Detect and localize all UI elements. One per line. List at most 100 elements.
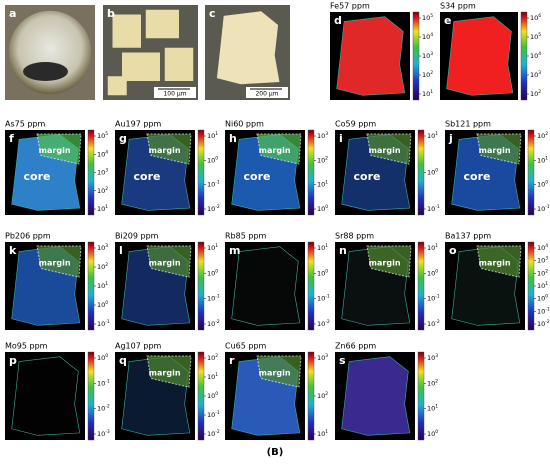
element-label: Ba137 ppm xyxy=(445,232,491,241)
element-label: Bi209 ppm xyxy=(115,232,159,241)
colorbar-tick-label: 101 xyxy=(207,243,218,253)
colorbar-tick-label: 101 xyxy=(207,372,218,382)
element-label: Ag107 ppm xyxy=(115,342,162,351)
colorbar-tick-label: 10-2 xyxy=(537,319,550,329)
tick-base: 10 xyxy=(427,269,435,277)
element-label: Sb121 ppm xyxy=(445,120,491,129)
colorbar-tick-label: 10-2 xyxy=(207,319,220,329)
colorbar-tick-label: 104 xyxy=(537,243,548,253)
zone-label: core xyxy=(24,170,51,183)
colorbar-tick-label: 101 xyxy=(427,131,438,141)
colorbar-tick-label: 101 xyxy=(97,204,108,214)
sample-dish xyxy=(8,10,92,95)
tick-base: 10 xyxy=(97,205,105,213)
tick-exponent: 2 xyxy=(215,353,218,359)
colorbar-tick-label: 102 xyxy=(317,155,328,165)
colorbar xyxy=(417,351,425,441)
colorbar xyxy=(307,129,315,216)
tick-exponent: -1 xyxy=(325,293,330,299)
element-label: Co59 ppm xyxy=(335,120,376,129)
tick-exponent: 0 xyxy=(215,155,218,161)
colorbar-tick-label: 103 xyxy=(530,70,541,80)
tick-base: 10 xyxy=(537,181,545,189)
colorbar-tick-label: 100 xyxy=(207,268,218,278)
tick-base: 10 xyxy=(537,244,545,252)
zone-label: margin xyxy=(479,259,511,268)
colorbar-tick-label: 102 xyxy=(97,185,108,195)
tick-base: 10 xyxy=(530,33,538,41)
tick-exponent: 4 xyxy=(545,243,548,249)
tick-base: 10 xyxy=(537,295,545,303)
tick-base: 10 xyxy=(97,379,105,387)
tick-base: 10 xyxy=(317,181,325,189)
tick-base: 10 xyxy=(422,52,430,60)
colorbar-tick-label: 101 xyxy=(422,89,433,99)
scale-label: 100 µm xyxy=(163,91,186,98)
colorbar-tick-label: 100 xyxy=(537,293,548,303)
colorbar-tick-label: 10-1 xyxy=(537,306,550,316)
tick-exponent: 1 xyxy=(545,155,548,161)
tick-exponent: 1 xyxy=(435,403,438,409)
grain xyxy=(145,9,179,39)
margin-zone xyxy=(476,245,522,278)
tick-exponent: 3 xyxy=(105,243,108,249)
tick-base: 10 xyxy=(427,405,435,413)
tick-exponent: 1 xyxy=(105,204,108,210)
tick-base: 10 xyxy=(207,430,215,438)
colorbar-tick-label: 10-1 xyxy=(317,293,330,303)
tick-base: 10 xyxy=(530,71,538,79)
tick-exponent: -2 xyxy=(215,429,220,435)
colorbar-tick-label: 102 xyxy=(427,378,438,388)
tick-exponent: 2 xyxy=(545,268,548,274)
element-label: Pb206 ppm xyxy=(5,232,51,241)
tick-base: 10 xyxy=(537,307,545,315)
grain-map xyxy=(231,246,301,326)
colorbar-tick-label: 101 xyxy=(537,281,548,291)
tick-base: 10 xyxy=(537,257,545,265)
tick-base: 10 xyxy=(317,320,325,328)
tick-exponent: -1 xyxy=(435,293,440,299)
tick-exponent: -2 xyxy=(215,204,220,210)
panel-letter: b xyxy=(107,7,115,20)
colorbar xyxy=(417,129,425,216)
tick-exponent: 0 xyxy=(545,179,548,185)
tick-exponent: 2 xyxy=(105,262,108,268)
tick-exponent: -1 xyxy=(105,319,110,325)
scale-label: 200 µm xyxy=(255,91,278,98)
tick-base: 10 xyxy=(207,320,215,328)
tick-exponent: 0 xyxy=(105,353,108,359)
tick-base: 10 xyxy=(317,269,325,277)
tick-base: 10 xyxy=(317,354,325,362)
element-label: Ni60 ppm xyxy=(225,120,264,129)
caption: (B) xyxy=(267,447,284,458)
margin-zone xyxy=(256,355,302,388)
tick-exponent: 0 xyxy=(545,293,548,299)
colorbar-tick-label: 100 xyxy=(317,204,328,214)
tick-exponent: 1 xyxy=(215,131,218,137)
colorbar-tick-label: 100 xyxy=(427,429,438,439)
tick-exponent: -1 xyxy=(105,378,110,384)
colorbar-tick-label: 101 xyxy=(537,155,548,165)
colorbar xyxy=(87,241,95,331)
tick-base: 10 xyxy=(207,411,215,419)
colorbar-tick-label: 10-1 xyxy=(207,410,220,420)
tick-exponent: 2 xyxy=(105,185,108,191)
tick-base: 10 xyxy=(207,132,215,140)
colorbar-tick-label: 101 xyxy=(427,403,438,413)
margin-zone xyxy=(146,133,192,165)
element-label: Rb85 ppm xyxy=(225,232,267,241)
grain-map xyxy=(341,356,411,436)
tick-base: 10 xyxy=(317,295,325,303)
colorbar-tick-label: 101 xyxy=(317,179,328,189)
tick-base: 10 xyxy=(537,269,545,277)
colorbar xyxy=(520,11,528,101)
colorbar-tick-label: 103 xyxy=(537,255,548,265)
tick-exponent: 1 xyxy=(430,89,433,95)
zone-label: margin xyxy=(39,259,71,268)
tick-exponent: -3 xyxy=(105,429,110,435)
colorbar-tick-label: 103 xyxy=(422,51,433,61)
zone-label: margin xyxy=(479,146,511,155)
tick-exponent: 1 xyxy=(325,429,328,435)
panel-letter: f xyxy=(9,132,14,145)
tick-base: 10 xyxy=(207,205,215,213)
